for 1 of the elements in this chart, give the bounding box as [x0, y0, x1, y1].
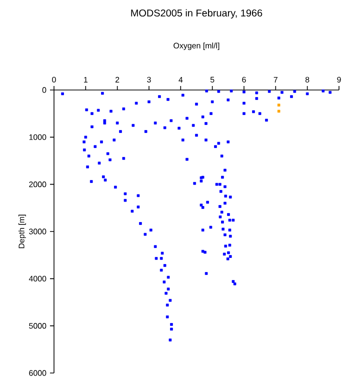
- chart-title: MODS2005 in February, 1966: [131, 9, 262, 18]
